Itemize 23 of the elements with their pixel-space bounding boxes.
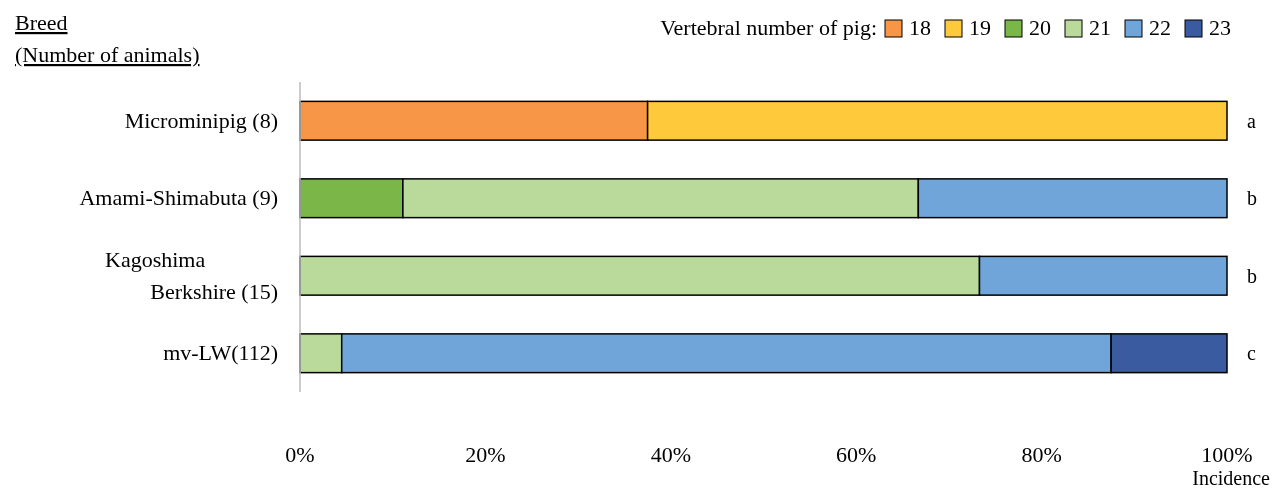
- x-tick-label: 80%: [1021, 442, 1062, 467]
- x-tick-label: 0%: [285, 442, 315, 467]
- y-tick-label: Amami-Shimabuta (9): [79, 185, 278, 211]
- text: b: [1247, 187, 1257, 210]
- y-axis-title: Breed (Number of animals): [15, 10, 200, 67]
- text: c: [1247, 342, 1256, 365]
- text: a: [1247, 109, 1256, 132]
- x-tick-label: 60%: [836, 442, 877, 467]
- legend-label: 21: [1089, 15, 1111, 40]
- y-tick-label: Kagoshima Berkshire (15): [105, 246, 278, 304]
- text: b: [1247, 264, 1257, 287]
- x-axis-title: Incidence: [1192, 467, 1271, 489]
- legend-label: 22: [1149, 15, 1171, 40]
- x-tick-label: 100%: [1201, 442, 1253, 467]
- legend-label: 18: [909, 15, 931, 40]
- legend-label: 20: [1029, 15, 1051, 40]
- x-tick-label: 40%: [650, 442, 691, 467]
- x-tick-label: 20%: [465, 442, 506, 467]
- legend-label: 23: [1209, 15, 1231, 40]
- y-tick-label: Microminipig (8): [124, 107, 278, 133]
- legend-title: Vertebral number of pig:: [660, 15, 877, 40]
- legend-label: 19: [969, 15, 991, 40]
- y-tick-label: mv-LW(112): [163, 340, 278, 366]
